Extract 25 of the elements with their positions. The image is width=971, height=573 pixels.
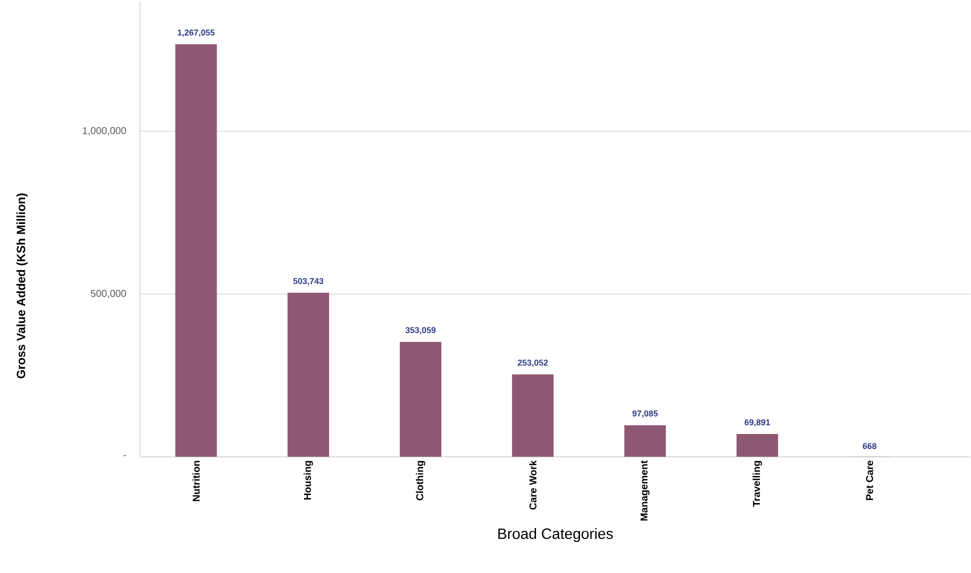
x-axis-title: Broad Categories [498,528,613,542]
x-tick-label: Travelling [752,461,762,507]
y-tick-label: 1,000,000 [82,127,126,136]
bar [288,292,330,457]
bar [400,342,442,457]
data-label: 97,085 [632,410,658,418]
x-tick-label: Housing [304,461,313,500]
x-tick-label: Nutrition [192,461,200,502]
x-tick-label: Management [640,460,650,521]
x-tick-label: Pet Care [866,460,874,500]
bar [512,374,554,457]
bar [175,44,217,457]
y-tick-label: - [124,455,126,456]
bar [736,434,778,457]
x-tick-label: Care Work [529,460,536,510]
y-axis-title: Gross Value Added (KSh Million) [16,194,28,378]
data-label: 503,743 [293,278,324,286]
data-label: 69,891 [744,419,770,427]
data-label: 1,267,055 [178,30,215,37]
bar [624,425,666,457]
data-label: 253,052 [518,360,548,368]
data-label: 353,059 [405,327,436,334]
data-label: 668 [862,443,876,450]
x-tick-label: Clothing [416,461,426,500]
y-tick-label: 500,000 [90,290,126,298]
